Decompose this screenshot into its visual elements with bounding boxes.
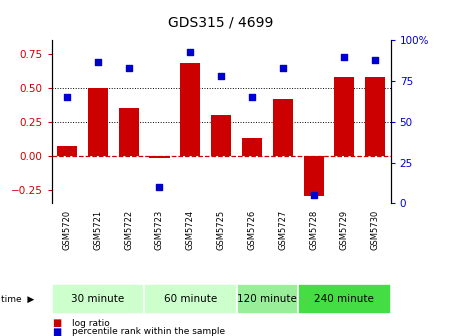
Text: GSM5725: GSM5725 — [216, 210, 226, 250]
Text: 60 minute: 60 minute — [164, 294, 217, 304]
Bar — [242, 138, 262, 156]
Bar — [144, 284, 237, 314]
Text: percentile rank within the sample: percentile rank within the sample — [72, 328, 225, 336]
Bar — [237, 284, 298, 314]
Text: time  ▶: time ▶ — [1, 295, 34, 303]
Bar — [52, 284, 144, 314]
Text: GSM5723: GSM5723 — [155, 210, 164, 250]
Point — [310, 193, 317, 198]
Text: log ratio: log ratio — [72, 319, 110, 328]
Bar — [365, 77, 385, 156]
Point — [372, 57, 379, 62]
Bar — [304, 156, 324, 197]
Bar — [298, 284, 391, 314]
Text: GSM5722: GSM5722 — [124, 210, 133, 250]
Text: GSM5727: GSM5727 — [278, 210, 287, 250]
Text: GSM5729: GSM5729 — [340, 210, 349, 250]
Text: 30 minute: 30 minute — [71, 294, 124, 304]
Point — [279, 65, 286, 71]
Bar — [88, 88, 108, 156]
Bar — [57, 146, 77, 156]
Point — [187, 49, 194, 54]
Text: GSM5721: GSM5721 — [93, 210, 102, 250]
Bar — [119, 108, 139, 156]
Point — [63, 95, 70, 100]
Text: GDS315 / 4699: GDS315 / 4699 — [168, 15, 274, 29]
Bar — [150, 156, 170, 159]
Text: ■: ■ — [52, 318, 61, 328]
Point — [341, 54, 348, 59]
Point — [248, 95, 255, 100]
Point — [125, 65, 132, 71]
Point — [94, 59, 101, 64]
Text: 240 minute: 240 minute — [314, 294, 374, 304]
Bar — [273, 99, 293, 156]
Text: GSM5720: GSM5720 — [62, 210, 71, 250]
Text: 120 minute: 120 minute — [238, 294, 297, 304]
Point — [156, 184, 163, 190]
Text: ■: ■ — [52, 327, 61, 336]
Bar — [180, 64, 200, 156]
Text: GSM5730: GSM5730 — [371, 210, 380, 250]
Text: GSM5724: GSM5724 — [186, 210, 195, 250]
Text: GSM5728: GSM5728 — [309, 210, 318, 250]
Bar — [211, 115, 231, 156]
Point — [217, 74, 224, 79]
Text: GSM5726: GSM5726 — [247, 210, 256, 250]
Bar — [335, 77, 354, 156]
